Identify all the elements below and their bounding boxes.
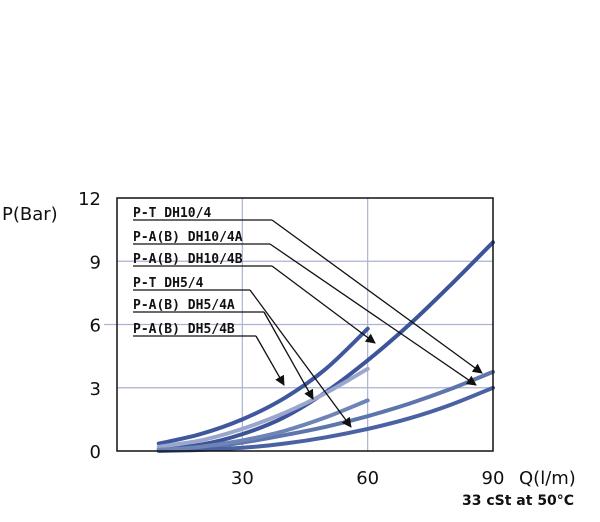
axis-ticks: 0 3 6 9 12 30 60 90 — [78, 189, 504, 489]
curve-p-a-b-dh5-4a — [156, 366, 370, 449]
y-tick-label: 3 — [90, 379, 101, 400]
legend-label-p-a-b-dh5-4b: P-A(B) DH5/4B — [133, 322, 235, 337]
x-tick-label: 60 — [356, 468, 379, 489]
curves — [156, 240, 495, 453]
y-tick-label: 6 — [90, 316, 101, 337]
y-tick-label: 9 — [90, 252, 101, 273]
plot-frame — [116, 197, 494, 452]
legend: P-T DH10/4 P-A(B) DH10/4A P-A(B) DH10/4B P-… — [133, 206, 272, 337]
legend-arrow-p-a-b-dh10-4b — [271, 265, 376, 344]
grid-lines — [104, 198, 493, 451]
legend-arrow-p-t-dh5-4 — [249, 289, 352, 428]
x-tick-label: 30 — [231, 468, 254, 489]
curve-p-a-b-dh10-4b — [156, 385, 495, 453]
legend-label-p-t-dh5-4: P-T DH5/4 — [133, 276, 204, 291]
curve-p-t-dh5-4 — [156, 326, 370, 446]
y-tick-label: 12 — [78, 189, 101, 210]
x-axis-label: Q(l/m) — [519, 468, 576, 489]
y-tick-label: 0 — [90, 442, 101, 463]
conditions-note: 33 cSt at 50°C — [462, 493, 574, 509]
legend-arrow-p-a-b-dh5-4a — [263, 311, 314, 400]
legend-arrow-p-t-dh10-4 — [271, 219, 483, 374]
legend-label-p-a-b-dh10-4b: P-A(B) DH10/4B — [133, 252, 243, 267]
legend-label-p-a-b-dh10-4a: P-A(B) DH10/4A — [133, 230, 243, 245]
y-axis-label: P(Bar) — [2, 204, 58, 225]
x-tick-label: 90 — [482, 468, 505, 489]
legend-label-p-a-b-dh5-4a: P-A(B) DH5/4A — [133, 298, 235, 313]
legend-arrows — [249, 219, 483, 428]
legend-label-p-t-dh10-4: P-T DH10/4 — [133, 206, 211, 221]
curve-p-a-b-dh5-4b — [156, 398, 370, 452]
legend-arrow-p-a-b-dh5-4b — [255, 335, 285, 386]
legend-arrow-p-a-b-dh10-4a — [269, 243, 477, 386]
